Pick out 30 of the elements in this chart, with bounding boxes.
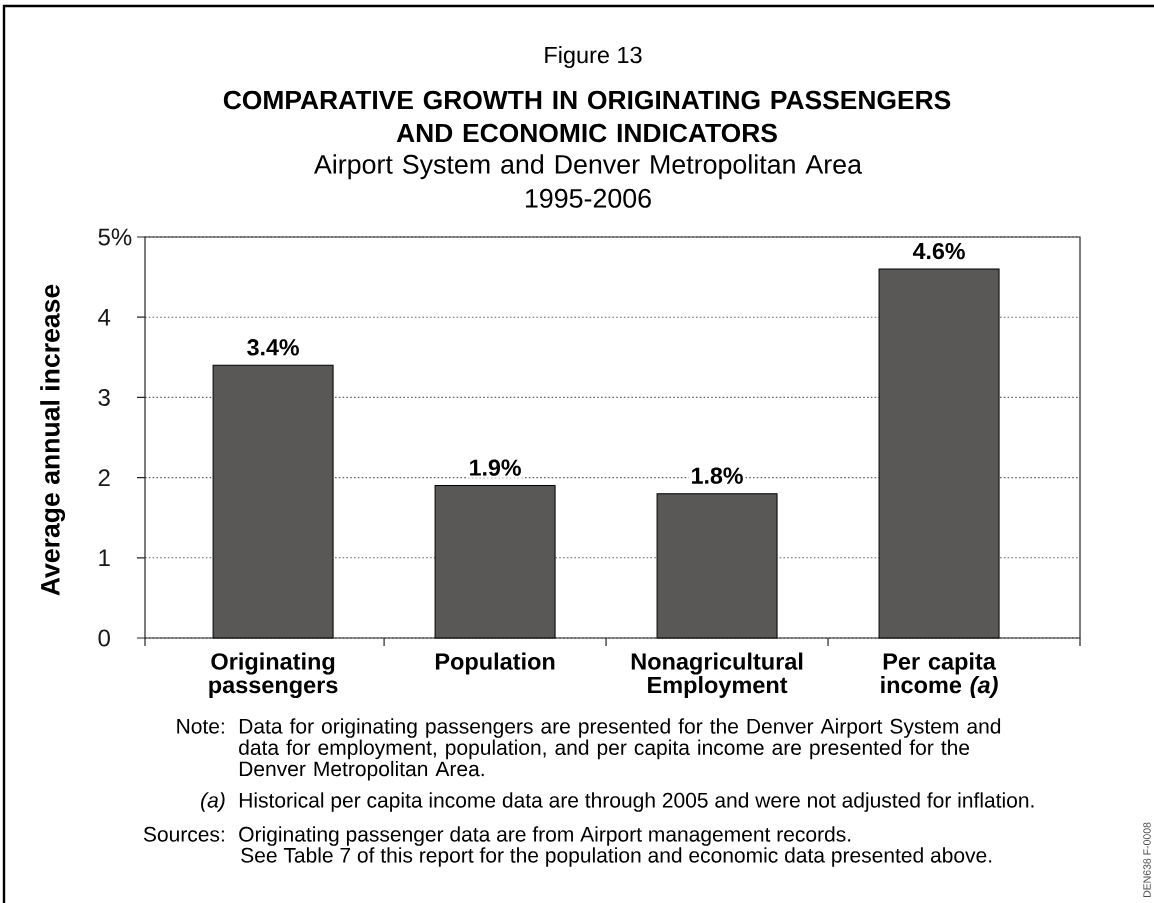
y-tick-label: 2 bbox=[98, 469, 110, 486]
x-tick-label: Population bbox=[435, 652, 555, 675]
text: Note: bbox=[177, 719, 224, 734]
text: (a) bbox=[201, 792, 225, 812]
y-tick-label: 5% bbox=[98, 228, 132, 246]
bar bbox=[656, 493, 778, 639]
y-tick-label: 4 bbox=[98, 308, 111, 326]
text: Originating passenger data are from Airport management records. bbox=[239, 826, 851, 846]
data-label: 1.8% bbox=[692, 467, 743, 484]
text: DEN638 F-0008 bbox=[1143, 822, 1151, 898]
data-label: 4.6% bbox=[912, 242, 965, 260]
data-label: 1.9% bbox=[470, 459, 521, 476]
source-note: Sources: bbox=[143, 826, 224, 842]
text: Historical per capita income data are through 2005 and were not adjusted for inflation. bbox=[239, 792, 1034, 812]
y-axis-title: Average annual increase bbox=[40, 284, 66, 596]
data-label: 3.4% bbox=[247, 339, 299, 356]
y-tick-label: 1 bbox=[99, 549, 110, 567]
text: See Table 7 of this report for the population and economic data presented above. bbox=[241, 847, 992, 867]
chart-title: COMPARATIVE GROWTH IN ORIGINATING PASSENGERS AND ECONOMIC INDICATORS bbox=[223, 90, 951, 143]
bar bbox=[434, 485, 556, 639]
x-tick-label: Originating passengers bbox=[209, 652, 338, 699]
caption: Figure 13 bbox=[545, 46, 642, 68]
x-tick-label: Per capita income (a) bbox=[881, 652, 998, 698]
chart-subtitle: Airport System and Denver Metropolitan Area 1995-2006 bbox=[313, 154, 862, 208]
y-tick-label: 0 bbox=[98, 629, 110, 647]
bar bbox=[878, 268, 1000, 639]
bar bbox=[212, 364, 334, 639]
text: Data for originating passengers are presented for the Denver Airport System and data for employment, population, and per capita income are presented for the Denver Metropolitan Area. bbox=[239, 718, 1001, 781]
y-tick-label: 3 bbox=[98, 388, 110, 406]
x-tick-label: Nonagricultural Employment bbox=[631, 652, 803, 698]
